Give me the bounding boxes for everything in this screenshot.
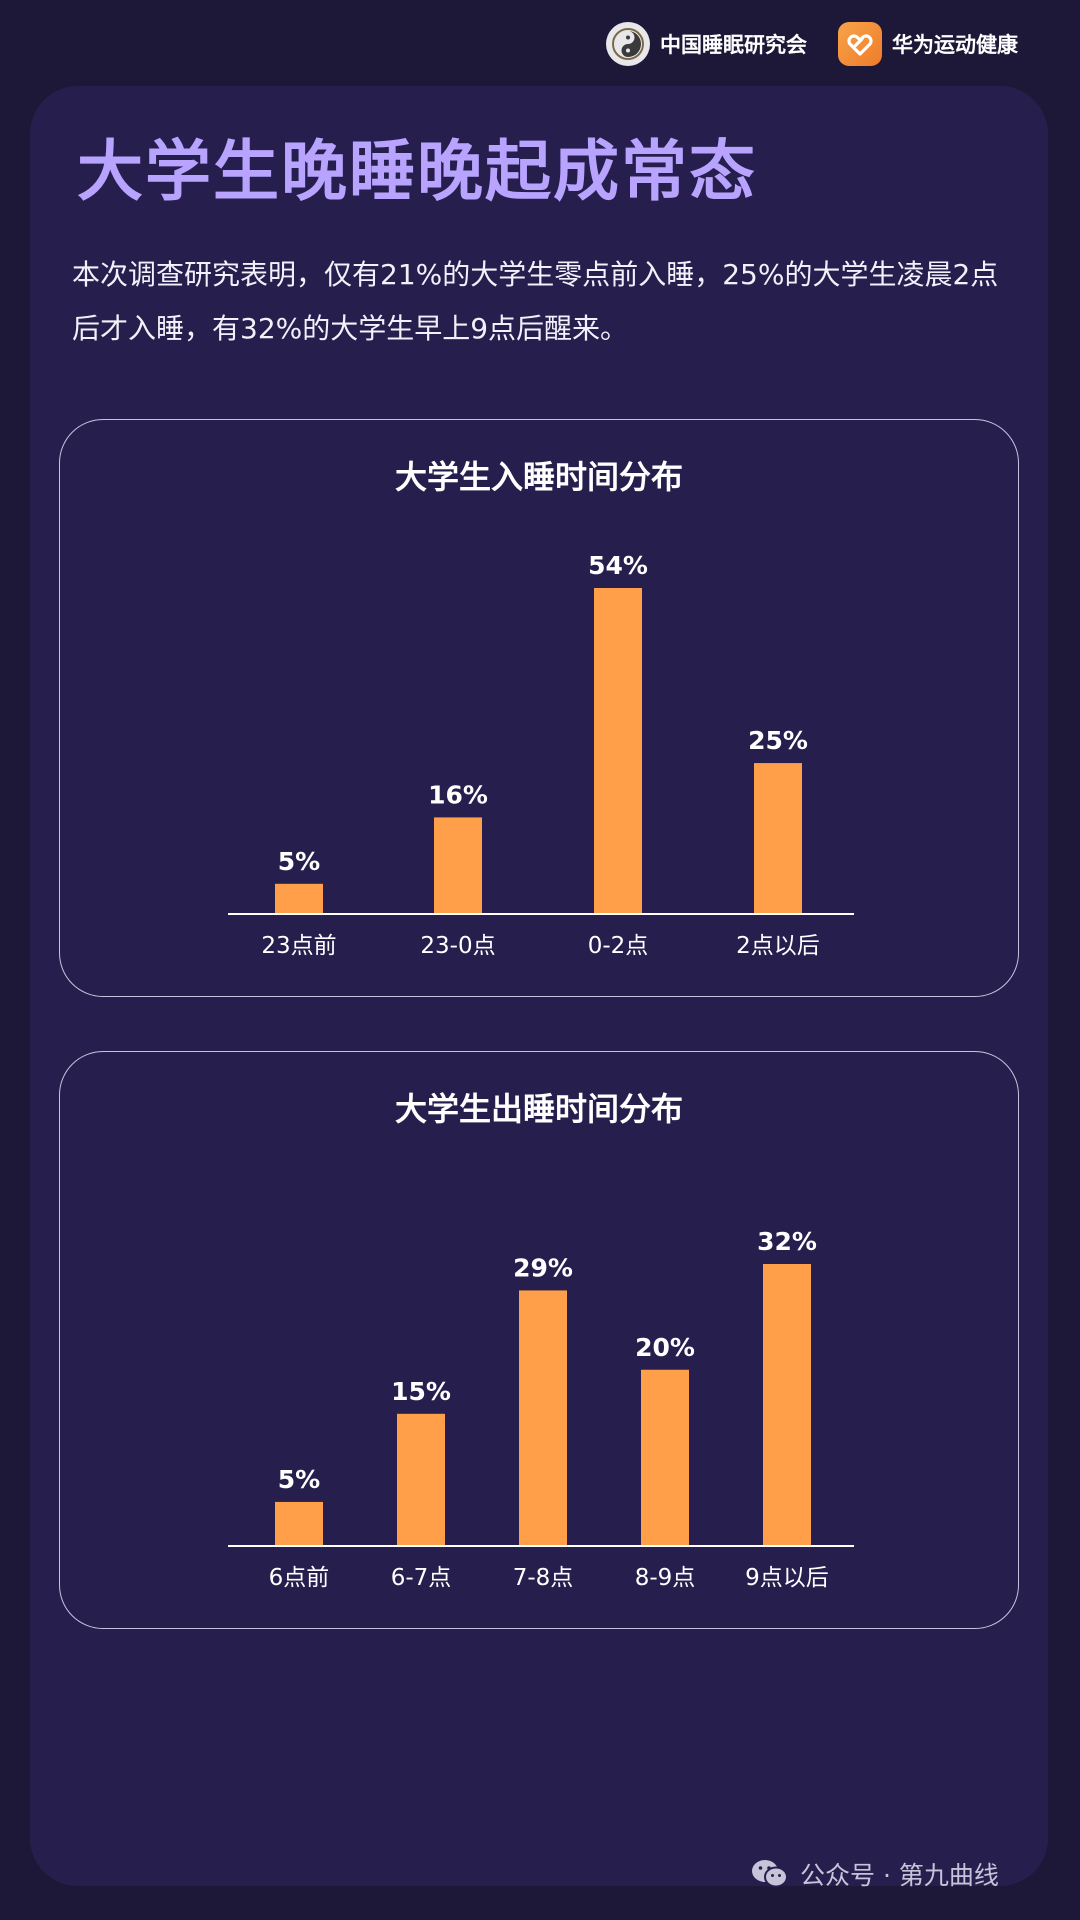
wechat-icon [752, 1860, 788, 1888]
data-label-1: 5% [278, 847, 320, 876]
wake-time-chart-card: 大学生出睡时间分布 5% 6点前 15% 6-7点 29% 7-8点 20% 8-9点 32% 9… [59, 1051, 1019, 1629]
bar-3 [594, 588, 642, 914]
bar-2 [397, 1413, 445, 1546]
data-label-2: 15% [391, 1377, 451, 1406]
header: 中国睡眠研究会 华为运动健康 [0, 0, 1080, 88]
footer-text: 公众号 · 第九曲线 [800, 1861, 999, 1890]
data-label-1: 5% [278, 1465, 320, 1494]
sleep-time-chart: 5% 23点前 16% 23-0点 54% 0-2点 25% 2点以后 [228, 551, 854, 959]
bar-1 [275, 883, 323, 914]
category-label-5: 9点以后 [745, 1565, 829, 1591]
bar-3 [519, 1290, 567, 1546]
category-label-1: 23点前 [261, 933, 336, 959]
category-label-3: 7-8点 [513, 1565, 574, 1591]
category-label-2: 23-0点 [420, 933, 495, 959]
huawei-health-logo-icon [838, 22, 882, 66]
data-label-3: 54% [588, 551, 648, 580]
wake-time-chart: 5% 6点前 15% 6-7点 29% 7-8点 20% 8-9点 32% 9点以后 [228, 1227, 854, 1591]
data-label-3: 29% [513, 1253, 573, 1282]
footer-watermark: 公众号 · 第九曲线 [750, 1856, 999, 1892]
data-label-4: 25% [748, 726, 808, 755]
content-panel [30, 86, 1048, 1886]
brand-huawei-health-label: 华为运动健康 [892, 33, 1018, 57]
data-label-5: 32% [757, 1227, 817, 1256]
sleep-society-logo-icon [606, 22, 650, 66]
sleep-time-chart-card: 大学生入睡时间分布 5% 23点前 16% 23-0点 54% 0-2点 25% 2点以后 [59, 419, 1019, 997]
bar-2 [434, 817, 482, 914]
brand-sleep-society: 中国睡眠研究会 [606, 22, 807, 66]
brand-sleep-society-label: 中国睡眠研究会 [660, 33, 807, 57]
data-label-4: 20% [635, 1333, 695, 1362]
sleep-time-chart-title: 大学生入睡时间分布 [394, 458, 683, 496]
category-label-3: 0-2点 [588, 933, 649, 959]
page-title: 大学生晚睡晚起成常态 [77, 133, 757, 210]
bar-1 [275, 1501, 323, 1546]
bar-4 [641, 1369, 689, 1546]
category-label-4: 2点以后 [736, 933, 820, 959]
bar-5 [763, 1264, 811, 1546]
category-label-2: 6-7点 [391, 1565, 452, 1591]
bar-4 [754, 763, 802, 914]
category-label-4: 8-9点 [635, 1565, 696, 1591]
brand-huawei-health: 华为运动健康 [838, 22, 1018, 66]
category-label-1: 6点前 [269, 1565, 330, 1591]
page-description: 本次调查研究表明，仅有21%的大学生零点前入睡，25%的大学生凌晨2点后才入睡，… [72, 258, 999, 345]
data-label-2: 16% [428, 780, 488, 809]
wake-time-chart-title: 大学生出睡时间分布 [394, 1090, 683, 1128]
